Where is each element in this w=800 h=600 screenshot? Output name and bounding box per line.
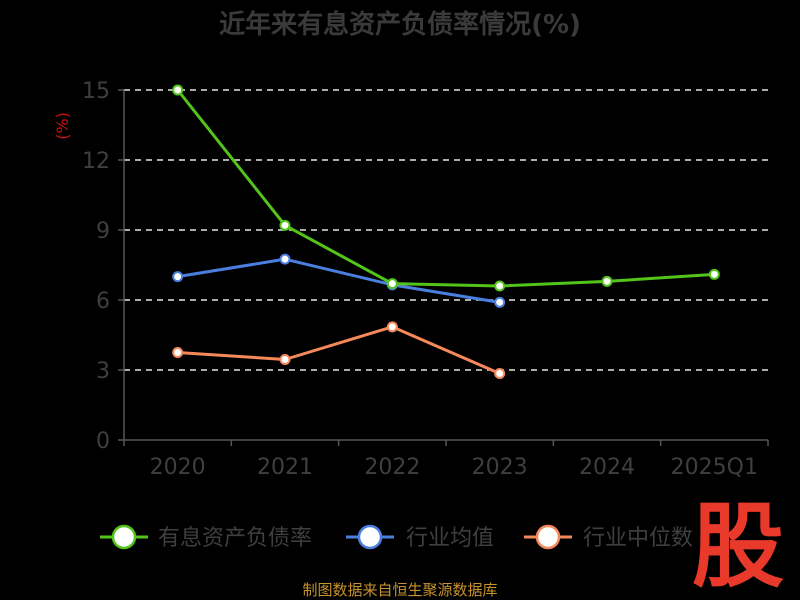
gridlines xyxy=(124,89,768,371)
series-lines xyxy=(172,84,720,379)
series-line xyxy=(177,325,501,375)
data-point[interactable] xyxy=(279,354,291,365)
series-line xyxy=(176,89,715,288)
data-point[interactable] xyxy=(386,278,398,290)
legend-marker xyxy=(535,524,561,550)
data-point[interactable] xyxy=(172,84,184,96)
data-point[interactable] xyxy=(279,253,291,265)
data-point[interactable] xyxy=(279,219,291,231)
series-line xyxy=(177,257,500,304)
x-tick-label: 2025Q1 xyxy=(671,455,758,480)
brand-logo: 股 xyxy=(692,493,784,600)
legend-item[interactable]: 有息资产负债率 xyxy=(100,524,312,551)
legend[interactable]: 有息资产负债率 行业均值 行业中位数 xyxy=(100,524,693,551)
series-2 xyxy=(172,321,506,379)
x-tick-label: 2023 xyxy=(472,455,528,480)
y-tick-label: 15 xyxy=(82,79,110,104)
data-point[interactable] xyxy=(386,321,398,333)
y-tick-label: 3 xyxy=(96,359,110,384)
data-point[interactable] xyxy=(172,347,184,358)
data-source-note: 制图数据来自恒生聚源数据库 xyxy=(302,581,497,599)
y-axis-ticks: 0 3 6 9 12 15 xyxy=(82,79,124,454)
data-point[interactable] xyxy=(708,268,720,280)
legend-label: 有息资产负债率 xyxy=(158,526,312,551)
x-tick-label: 2021 xyxy=(257,455,313,480)
legend-marker xyxy=(357,524,383,550)
data-point[interactable] xyxy=(172,271,184,283)
y-tick-label: 12 xyxy=(82,149,110,174)
data-point[interactable] xyxy=(601,275,613,287)
y-axis-unit-label: (%) xyxy=(53,112,72,140)
x-tick-label: 2022 xyxy=(364,455,420,480)
legend-item[interactable]: 行业中位数 xyxy=(524,524,693,551)
data-point[interactable] xyxy=(494,296,506,308)
y-tick-label: 0 xyxy=(96,429,110,454)
data-point[interactable] xyxy=(494,368,506,379)
series-0 xyxy=(172,84,720,292)
legend-label: 行业中位数 xyxy=(583,526,693,551)
legend-label: 行业均值 xyxy=(406,526,494,551)
chart-title: 近年来有息资产负债率情况(%) xyxy=(219,9,581,40)
data-point[interactable] xyxy=(494,280,506,292)
x-tick-label: 2024 xyxy=(579,455,635,480)
x-axis-ticks: 2020 2021 2022 2023 2024 2025Q1 xyxy=(123,440,769,480)
y-tick-label: 6 xyxy=(96,289,110,314)
legend-item[interactable]: 行业均值 xyxy=(346,524,494,551)
x-tick-label: 2020 xyxy=(150,455,206,480)
y-tick-label: 9 xyxy=(96,219,110,244)
legend-marker xyxy=(111,524,137,550)
series-1 xyxy=(172,253,506,308)
